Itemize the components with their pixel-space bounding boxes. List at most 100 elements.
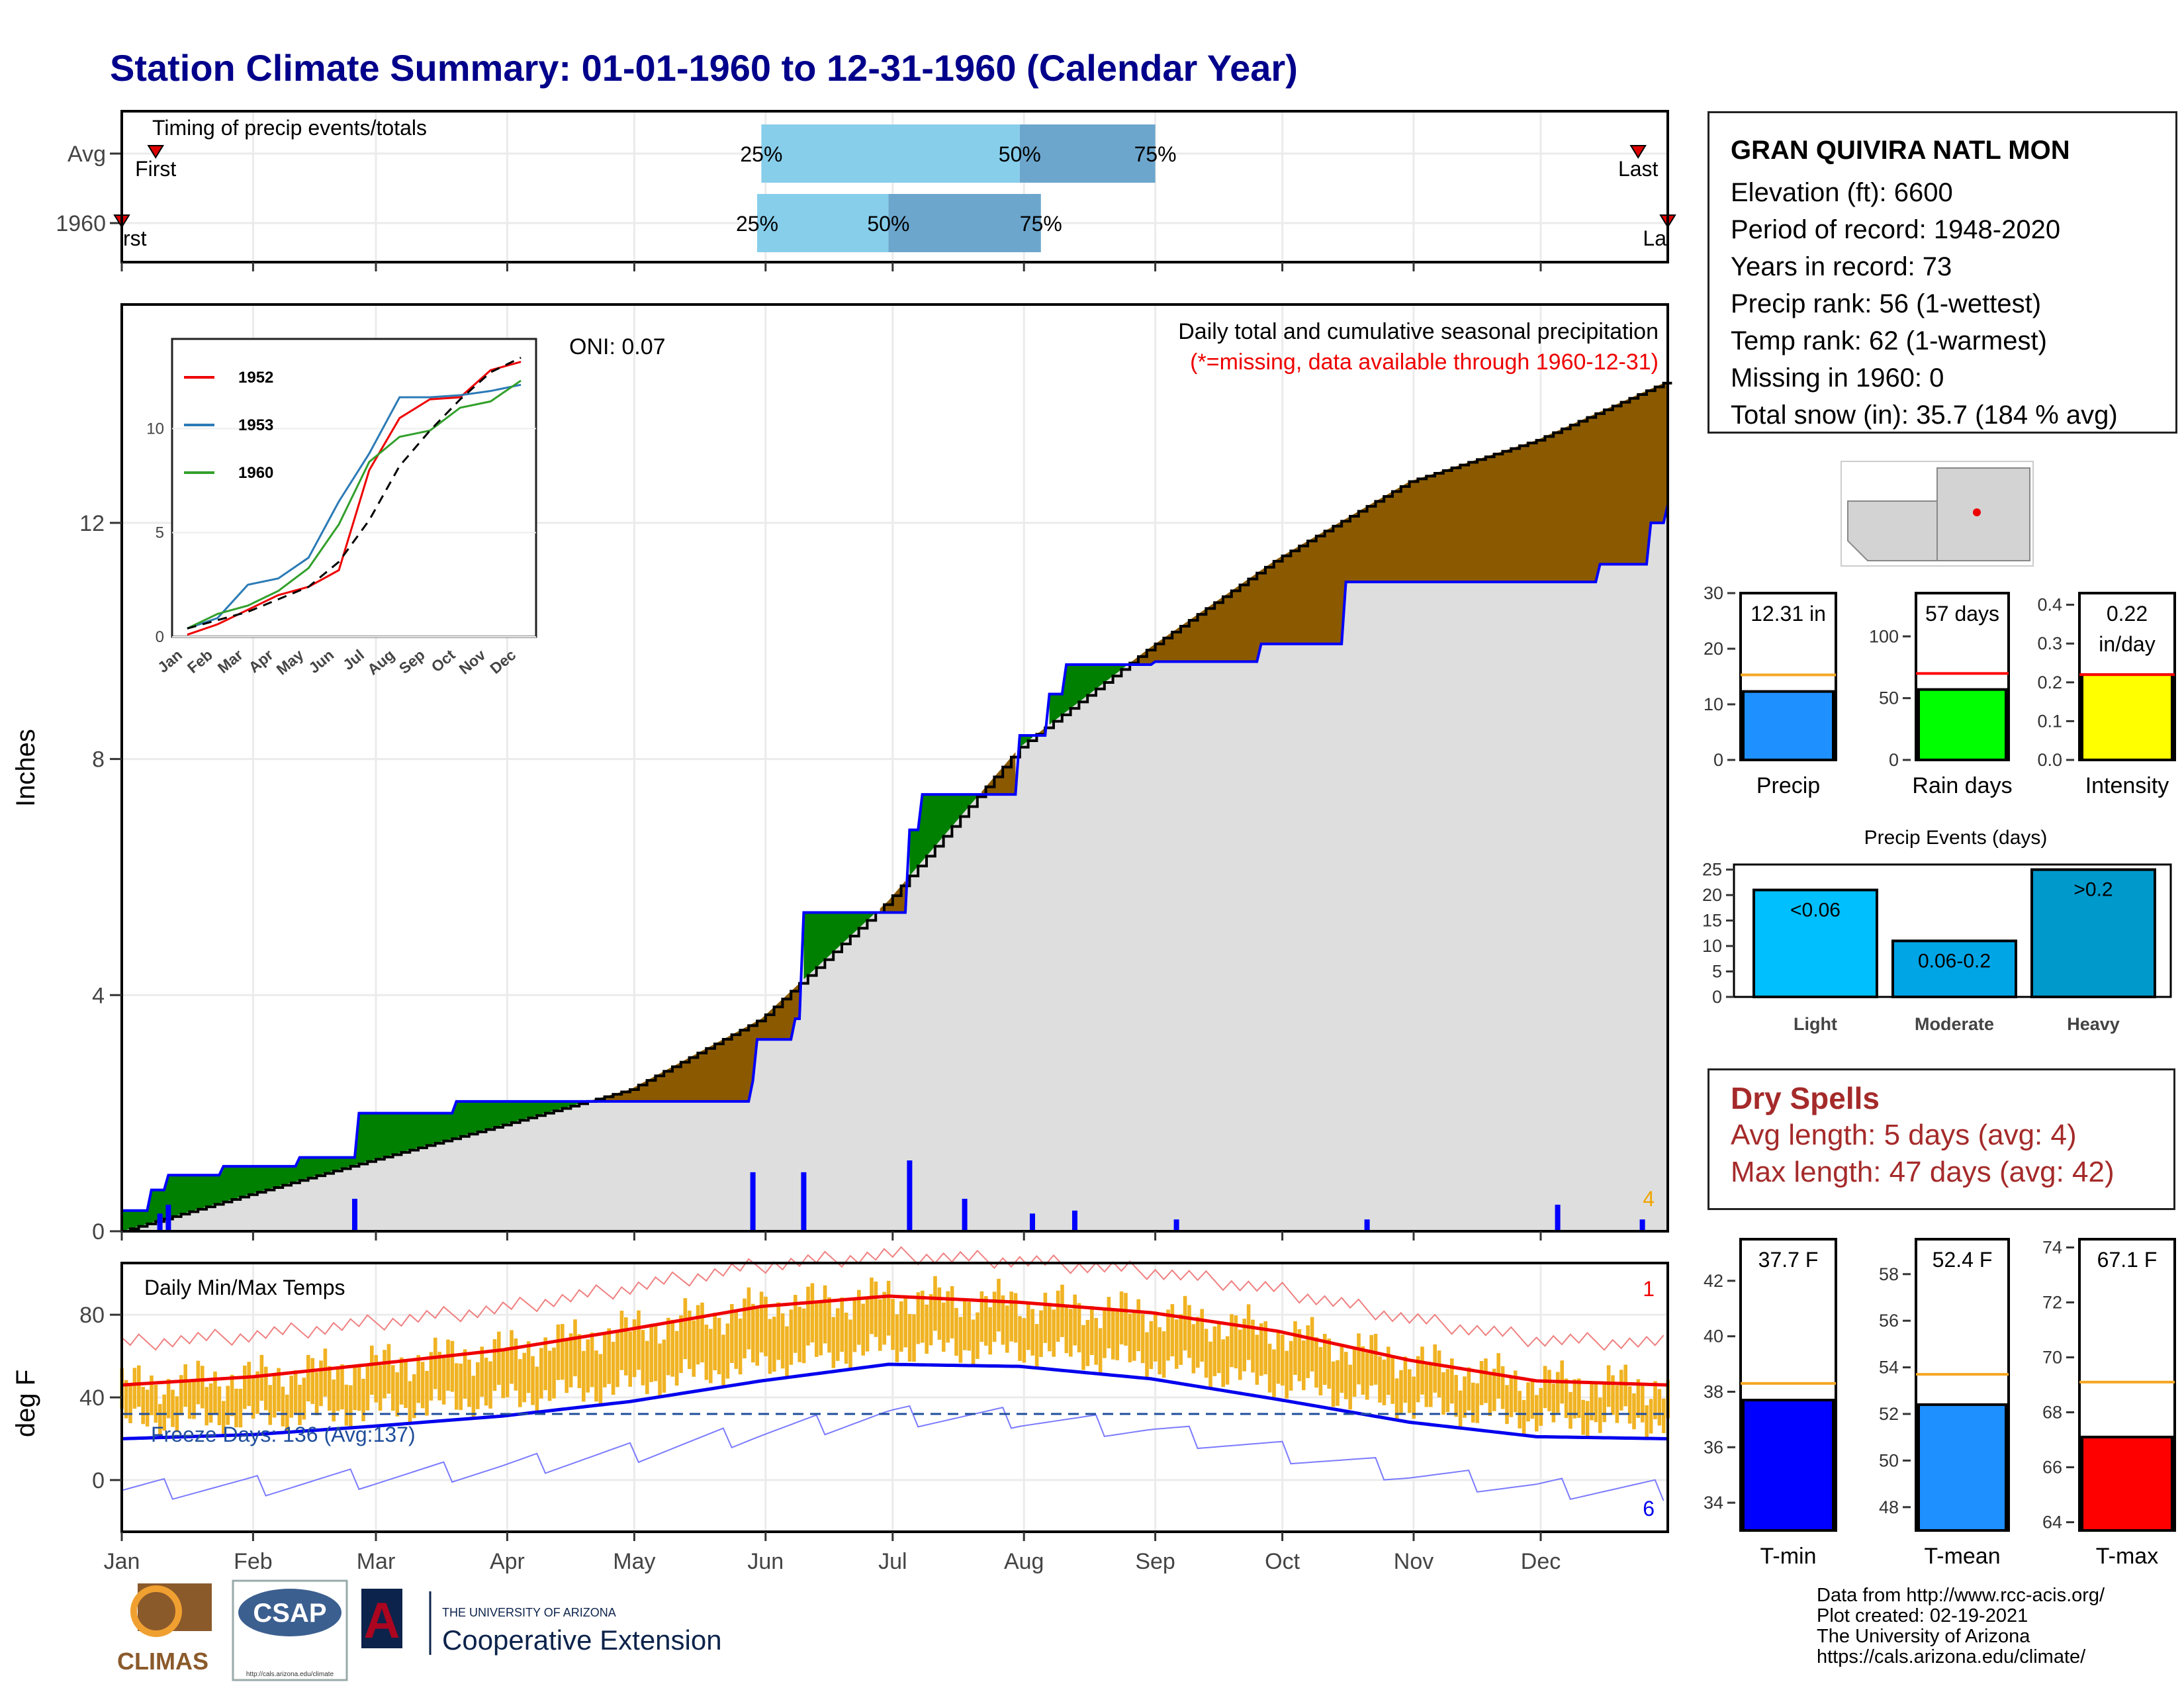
- side-y-tick: 0: [1889, 750, 1899, 770]
- side-y-tick: 58: [1879, 1264, 1899, 1284]
- daily-temp-bar: [1572, 1379, 1577, 1419]
- daily-precip-bar: [1364, 1219, 1370, 1231]
- inset-line-1952: [187, 361, 522, 636]
- daily-temp-bar: [1463, 1376, 1467, 1418]
- daily-temp-bar: [1302, 1340, 1306, 1391]
- daily-temp-bar: [1259, 1323, 1263, 1376]
- daily-temp-bar: [450, 1340, 455, 1392]
- month-label: Mar: [357, 1549, 396, 1574]
- y-tick-label: 40: [79, 1385, 105, 1411]
- daily-temp-bar: [277, 1368, 281, 1412]
- daily-temp-bar: [967, 1301, 971, 1351]
- daily-temp-bar: [937, 1287, 942, 1340]
- daily-temp-bar: [751, 1303, 755, 1363]
- daily-temp-bar: [573, 1319, 577, 1377]
- daily-temp-bar: [619, 1311, 624, 1370]
- timing-bar-25-50: [757, 194, 889, 252]
- precip-frame: [120, 303, 1669, 1233]
- station-name: GRAN QUIVIRA NATL MON: [1731, 136, 2070, 165]
- daily-temp-bar: [1208, 1341, 1212, 1388]
- daily-temp-bar: [1073, 1294, 1077, 1346]
- daily-temp-bar: [794, 1295, 797, 1353]
- daily-temp-bar: [205, 1387, 208, 1426]
- daily-temp-bar: [1424, 1362, 1429, 1407]
- daily-temp-bar: [1394, 1378, 1399, 1421]
- side-chart-label: Rain days: [1912, 773, 2012, 798]
- daily-temp-bar: [997, 1278, 1001, 1332]
- daily-temp-bar: [510, 1330, 514, 1384]
- daily-temp-bar: [1445, 1369, 1450, 1413]
- precip-panel-subtitle: (*=missing, data available through 1960-…: [1190, 350, 1659, 375]
- daily-temp-bar: [1297, 1329, 1302, 1382]
- daily-temp-bar: [150, 1375, 154, 1415]
- daily-temp-bar: [310, 1358, 314, 1404]
- side-y-tick: 40: [1704, 1327, 1723, 1346]
- side-y-tick: 36: [1704, 1437, 1723, 1457]
- daily-temp-bar: [497, 1331, 501, 1385]
- daily-temp-bar: [268, 1385, 272, 1425]
- station-info-line: Elevation (ft): 6600: [1731, 178, 1953, 207]
- daily-temp-bar: [179, 1375, 183, 1416]
- month-label: Nov: [1394, 1549, 1433, 1574]
- y-tick-label: 8: [92, 747, 105, 773]
- daily-temp-bar: [1641, 1385, 1645, 1423]
- daily-temp-bar: [1196, 1317, 1200, 1368]
- record-min-line: [121, 1405, 1664, 1501]
- daily-temp-bar: [645, 1340, 649, 1394]
- daily-temp-bar: [1140, 1314, 1145, 1364]
- daily-temp-bar: [976, 1312, 979, 1359]
- daily-temp-bar: [971, 1319, 976, 1365]
- side-y-tick: 70: [2042, 1347, 2062, 1367]
- daily-temp-bar: [1034, 1324, 1039, 1368]
- daily-temp-bar: [1382, 1359, 1387, 1405]
- daily-precip-bar: [1030, 1213, 1035, 1231]
- side-y-tick: 50: [1879, 688, 1899, 708]
- dry-spells-max: Max length: 47 days (avg: 42): [1731, 1156, 2115, 1188]
- daily-temp-bar: [776, 1302, 780, 1360]
- daily-temp-bar: [289, 1376, 293, 1418]
- station-info-line: Years in record: 73: [1731, 252, 1952, 281]
- daily-temp-bar: [1602, 1383, 1606, 1423]
- daily-temp-bar: [323, 1348, 328, 1397]
- daily-temp-bar: [632, 1319, 637, 1378]
- daily-temp-bar: [531, 1356, 535, 1405]
- daily-temp-bar: [780, 1313, 785, 1369]
- daily-precip-bar: [1555, 1204, 1561, 1231]
- side-y-tick: 0.4: [2037, 595, 2062, 615]
- daily-temp-bar: [882, 1291, 886, 1345]
- daily-temp-bar: [404, 1362, 408, 1409]
- daily-temp-bar: [1569, 1391, 1572, 1429]
- timing-panel: Avg 1960 25% 50% 75% 25% 50% 75% First Last rst La T…: [56, 110, 1676, 271]
- daily-temp-bar: [1441, 1372, 1445, 1415]
- first-label: First: [135, 157, 176, 181]
- daily-temp-bar: [891, 1299, 895, 1350]
- side-y-tick: 0.3: [2037, 633, 2062, 653]
- daily-temp-bar: [1124, 1293, 1128, 1346]
- daily-temp-bar: [1132, 1311, 1136, 1361]
- below-average-area: [1130, 381, 1668, 665]
- daily-temp-bar: [141, 1387, 145, 1425]
- new-mexico-shape: [1936, 467, 2030, 561]
- daily-temp-bar: [357, 1366, 361, 1411]
- daily-temp-bar: [688, 1310, 692, 1370]
- y-tick-label: 80: [79, 1303, 105, 1328]
- side-y-tick: 0.2: [2037, 673, 2062, 692]
- daily-temp-bar: [1348, 1364, 1352, 1410]
- daily-temp-bar: [1530, 1379, 1535, 1419]
- daily-temp-bar: [230, 1374, 234, 1417]
- daily-temp-bar: [1357, 1333, 1361, 1385]
- daily-temp-bar: [1373, 1333, 1378, 1385]
- daily-temp-bar: [1429, 1362, 1433, 1407]
- daily-temp-bar: [459, 1363, 463, 1411]
- daily-temp-bar: [383, 1350, 387, 1399]
- daily-temp-bar: [1272, 1349, 1276, 1397]
- side-y-tick: 50: [1879, 1450, 1899, 1470]
- station-info-line: Missing in 1960: 0: [1731, 363, 1944, 393]
- daily-temp-bar: [361, 1378, 365, 1422]
- daily-temp-bar: [1255, 1335, 1259, 1385]
- avg-max-line: [121, 1294, 1668, 1387]
- daily-temp-bar: [946, 1291, 950, 1343]
- daily-temp-bar: [607, 1328, 611, 1384]
- daily-temp-bar: [1454, 1375, 1458, 1417]
